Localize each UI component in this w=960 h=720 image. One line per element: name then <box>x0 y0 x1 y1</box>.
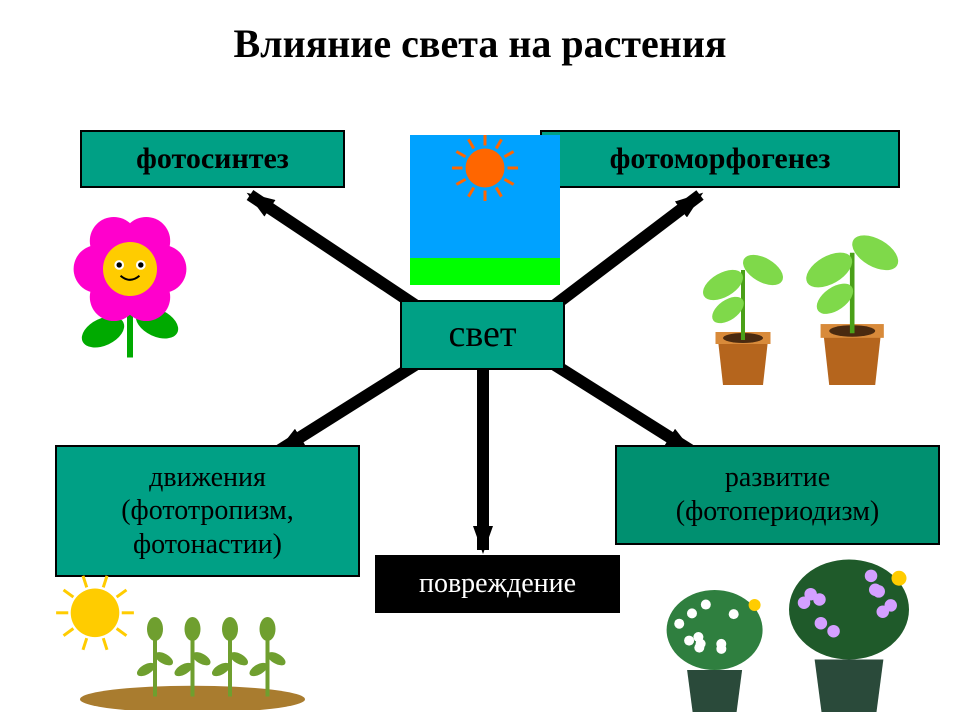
sun-plants-icon <box>55 575 305 710</box>
cartoon-flower-icon <box>55 215 205 365</box>
node-center: свет <box>400 300 565 370</box>
flowerpots-icon <box>625 545 945 715</box>
node-photosynthesis: фотосинтез <box>80 130 345 188</box>
node-photosynthesis-label: фотосинтез <box>136 141 289 177</box>
node-development-label: развитие (фотопериодизм) <box>676 461 880 528</box>
node-morphogenesis: фотоморфогенез <box>540 130 900 188</box>
node-center-label: свет <box>448 312 516 358</box>
page-title: Влияние света на растения <box>0 20 960 67</box>
seedlings-icon <box>665 210 925 390</box>
node-movement: движения (фототропизм, фотонастии) <box>55 445 360 577</box>
node-damage: повреждение <box>375 555 620 613</box>
node-damage-label: повреждение <box>419 567 576 601</box>
node-movement-label: движения (фототропизм, фотонастии) <box>121 461 294 562</box>
node-morphogenesis-label: фотоморфогенез <box>610 141 831 177</box>
sun-sky-icon <box>410 135 560 285</box>
node-development: развитие (фотопериодизм) <box>615 445 940 545</box>
